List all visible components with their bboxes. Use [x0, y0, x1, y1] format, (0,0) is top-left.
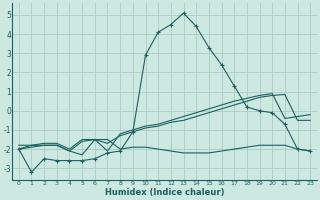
X-axis label: Humidex (Indice chaleur): Humidex (Indice chaleur) [105, 188, 224, 197]
